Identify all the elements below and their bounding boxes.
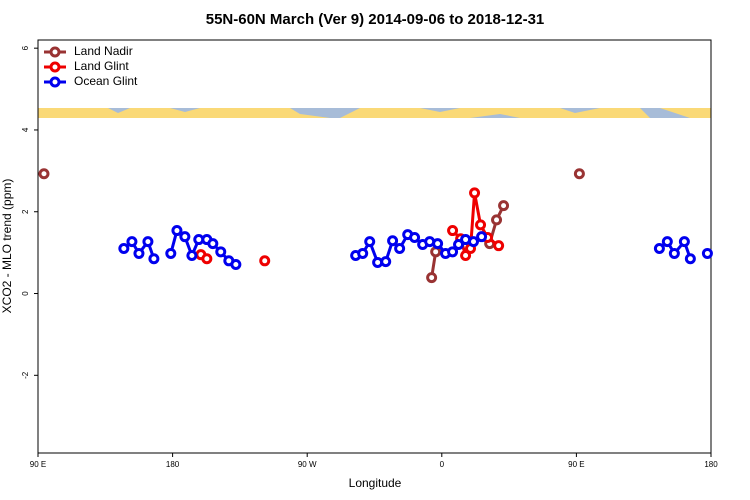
legend-label: Land Glint bbox=[74, 59, 129, 73]
data-point bbox=[460, 249, 472, 261]
data-point bbox=[469, 187, 481, 199]
data-point bbox=[259, 255, 271, 267]
y-axis-label: XCO2 - MLO trend (ppm) bbox=[0, 179, 14, 314]
data-point bbox=[357, 247, 369, 259]
x-tick-label: 0 bbox=[440, 460, 445, 469]
data-point bbox=[394, 243, 406, 255]
x-tick-label: 90 E bbox=[30, 460, 46, 469]
data-point bbox=[364, 236, 376, 248]
data-point bbox=[701, 247, 713, 259]
data-point bbox=[684, 253, 696, 265]
data-point bbox=[171, 225, 183, 237]
data-point bbox=[38, 168, 50, 180]
y-tick-label: 6 bbox=[21, 45, 30, 50]
data-point bbox=[498, 200, 510, 212]
legend-marker bbox=[49, 46, 61, 58]
data-point bbox=[387, 235, 399, 247]
data-point bbox=[186, 249, 198, 261]
y-tick-label: 2 bbox=[21, 209, 30, 214]
data-point bbox=[142, 236, 154, 248]
data-point bbox=[118, 243, 130, 255]
data-point bbox=[230, 258, 242, 270]
data-point bbox=[475, 219, 487, 231]
data-point bbox=[653, 243, 665, 255]
data-point bbox=[179, 231, 191, 243]
plot-frame bbox=[37, 39, 712, 454]
data-point bbox=[201, 253, 213, 265]
legend-marker bbox=[49, 76, 61, 88]
y-tick-label: 4 bbox=[21, 127, 30, 132]
data-point bbox=[133, 247, 145, 259]
data-point bbox=[491, 214, 503, 226]
legend-label: Ocean Glint bbox=[74, 74, 138, 88]
data-point bbox=[409, 232, 421, 244]
data-point bbox=[493, 240, 505, 252]
y-tick-label: 0 bbox=[21, 291, 30, 296]
x-axis-label: Longitude bbox=[349, 476, 402, 490]
data-point bbox=[573, 168, 585, 180]
data-point bbox=[126, 236, 138, 248]
data-point bbox=[148, 253, 160, 265]
data-point bbox=[468, 236, 480, 248]
data-point bbox=[476, 231, 488, 243]
data-point bbox=[380, 256, 392, 268]
data-point bbox=[426, 272, 438, 284]
legend-label: Land Nadir bbox=[74, 44, 133, 58]
x-tick-label: 180 bbox=[704, 460, 718, 469]
data-point bbox=[661, 236, 673, 248]
x-tick-label: 90 E bbox=[568, 460, 584, 469]
data-point bbox=[165, 247, 177, 259]
data-point bbox=[447, 225, 459, 237]
x-tick-label: 90 W bbox=[298, 460, 317, 469]
x-tick-label: 180 bbox=[166, 460, 180, 469]
y-tick-label: -2 bbox=[21, 371, 30, 379]
data-point bbox=[453, 238, 465, 250]
data-point bbox=[215, 246, 227, 258]
legend-marker bbox=[49, 61, 61, 73]
data-point bbox=[432, 238, 444, 250]
data-point bbox=[207, 238, 219, 250]
chart-title: 55N-60N March (Ver 9) 2014-09-06 to 2018… bbox=[206, 11, 545, 28]
data-point bbox=[668, 247, 680, 259]
data-point bbox=[678, 236, 690, 248]
map-strip bbox=[38, 108, 711, 118]
data-point bbox=[447, 246, 459, 258]
